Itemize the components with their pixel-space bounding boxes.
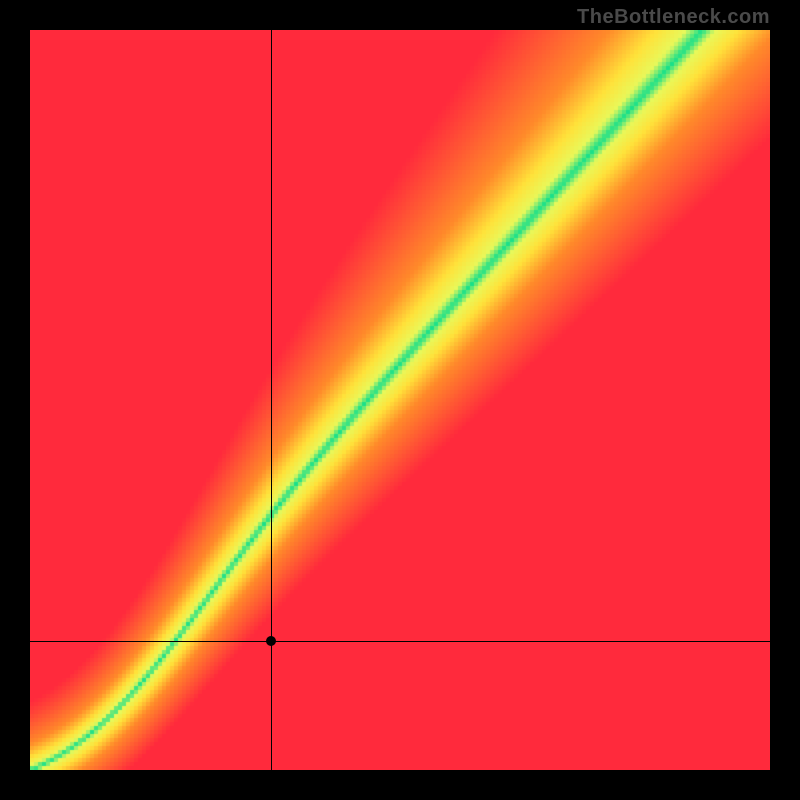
bottleneck-heatmap (30, 30, 770, 770)
crosshair-vertical (271, 30, 272, 770)
crosshair-horizontal (30, 641, 770, 642)
watermark-text: TheBottleneck.com (577, 6, 770, 29)
heatmap-canvas (30, 30, 770, 770)
crosshair-marker (266, 636, 276, 646)
